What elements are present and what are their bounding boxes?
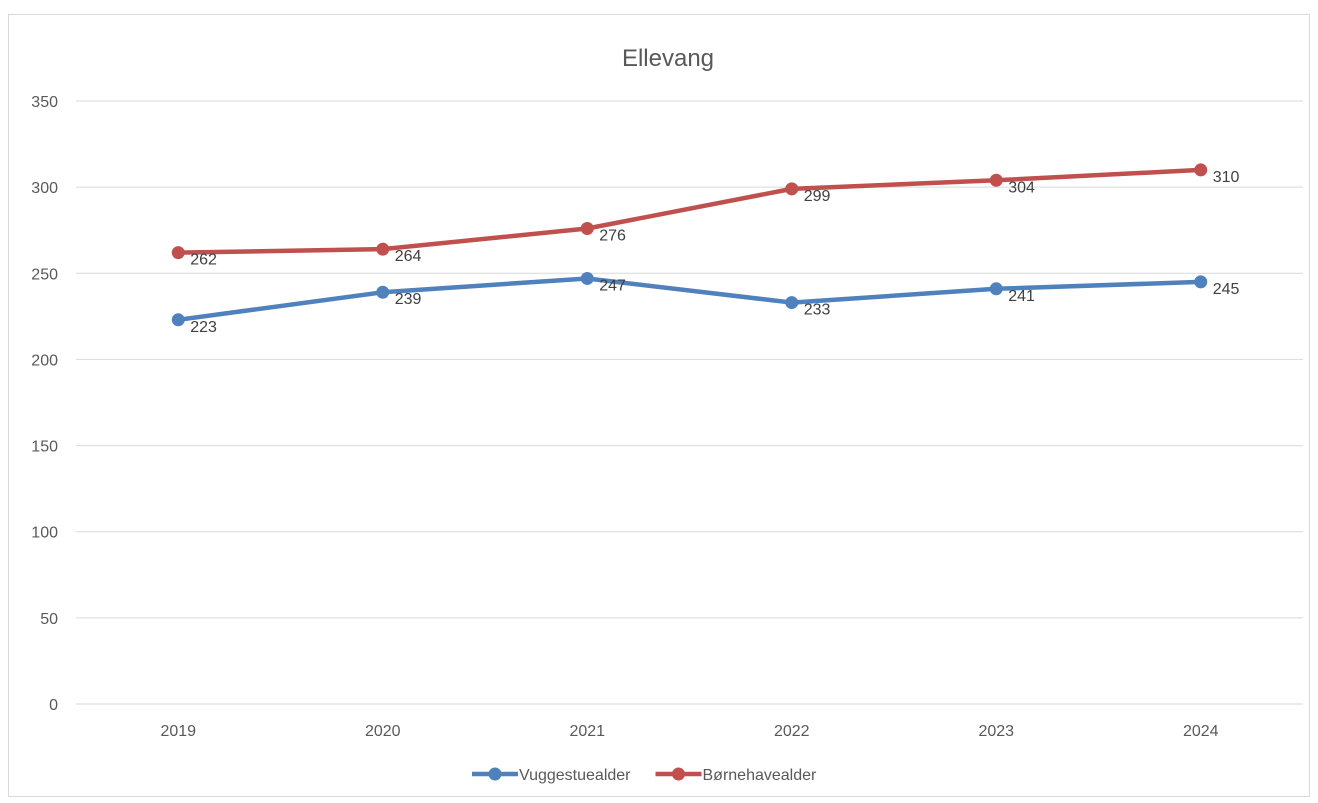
data-label: 310 xyxy=(1213,169,1240,186)
y-tick-label: 0 xyxy=(49,697,58,714)
legend-marker xyxy=(672,767,685,781)
x-tick-label: 2023 xyxy=(978,723,1014,740)
data-point xyxy=(785,296,799,310)
series-line xyxy=(176,276,1203,323)
data-label: 262 xyxy=(190,252,217,269)
data-point xyxy=(171,246,185,260)
x-tick-label: 2019 xyxy=(160,723,196,740)
data-point xyxy=(376,242,390,256)
data-point xyxy=(1194,163,1208,177)
legend-label: Vuggestuealder xyxy=(519,767,631,784)
y-tick-label: 100 xyxy=(31,525,58,542)
series-line xyxy=(176,167,1203,255)
chart-frame xyxy=(8,14,1310,797)
data-point xyxy=(785,182,799,196)
data-label: 299 xyxy=(804,188,831,205)
data-point xyxy=(580,271,594,285)
x-tick-label: 2020 xyxy=(365,723,401,740)
x-tick-label: 2024 xyxy=(1183,723,1219,740)
chart-title: Ellevang xyxy=(622,45,714,72)
grid-lines xyxy=(76,100,1303,705)
series-layer xyxy=(171,163,1208,327)
legend-label: Børnehavealder xyxy=(703,767,818,784)
data-label: 239 xyxy=(395,291,422,308)
y-tick-label: 200 xyxy=(31,352,58,369)
data-point xyxy=(989,282,1003,296)
legend: Vuggestuealder Børnehavealder xyxy=(472,767,817,784)
y-tick-label: 300 xyxy=(31,180,58,197)
y-tick-label: 250 xyxy=(31,266,58,283)
y-axis: 0 50 100 150 200 250 300 350 xyxy=(31,94,58,714)
series-børnehavealder xyxy=(171,163,1208,260)
data-label: 276 xyxy=(599,227,626,244)
data-label: 233 xyxy=(804,302,831,319)
data-point xyxy=(171,313,185,327)
data-point xyxy=(376,285,390,299)
legend-item: Børnehavealder xyxy=(655,767,818,784)
legend-marker xyxy=(488,767,502,781)
data-label: 245 xyxy=(1213,281,1240,298)
y-tick-label: 50 xyxy=(40,611,58,628)
data-point xyxy=(989,173,1003,187)
data-label: 247 xyxy=(599,277,626,294)
data-label: 264 xyxy=(395,248,422,265)
data-label: 304 xyxy=(1008,179,1035,196)
x-tick-label: 2021 xyxy=(569,723,605,740)
series-vuggestuealder xyxy=(171,271,1208,327)
data-label: 241 xyxy=(1008,288,1035,305)
data-labels: 223 239 247 233 241 245 262 264 276 299 304 310 xyxy=(190,169,1239,336)
data-label: 223 xyxy=(190,319,217,336)
x-tick-label: 2022 xyxy=(774,723,810,740)
data-point xyxy=(580,221,594,235)
x-axis: 2019 2020 2021 2022 2023 2024 xyxy=(160,723,1218,740)
data-point xyxy=(1194,275,1208,289)
legend-item: Vuggestuealder xyxy=(472,767,631,784)
y-tick-label: 350 xyxy=(31,94,58,111)
y-tick-label: 150 xyxy=(31,439,58,456)
